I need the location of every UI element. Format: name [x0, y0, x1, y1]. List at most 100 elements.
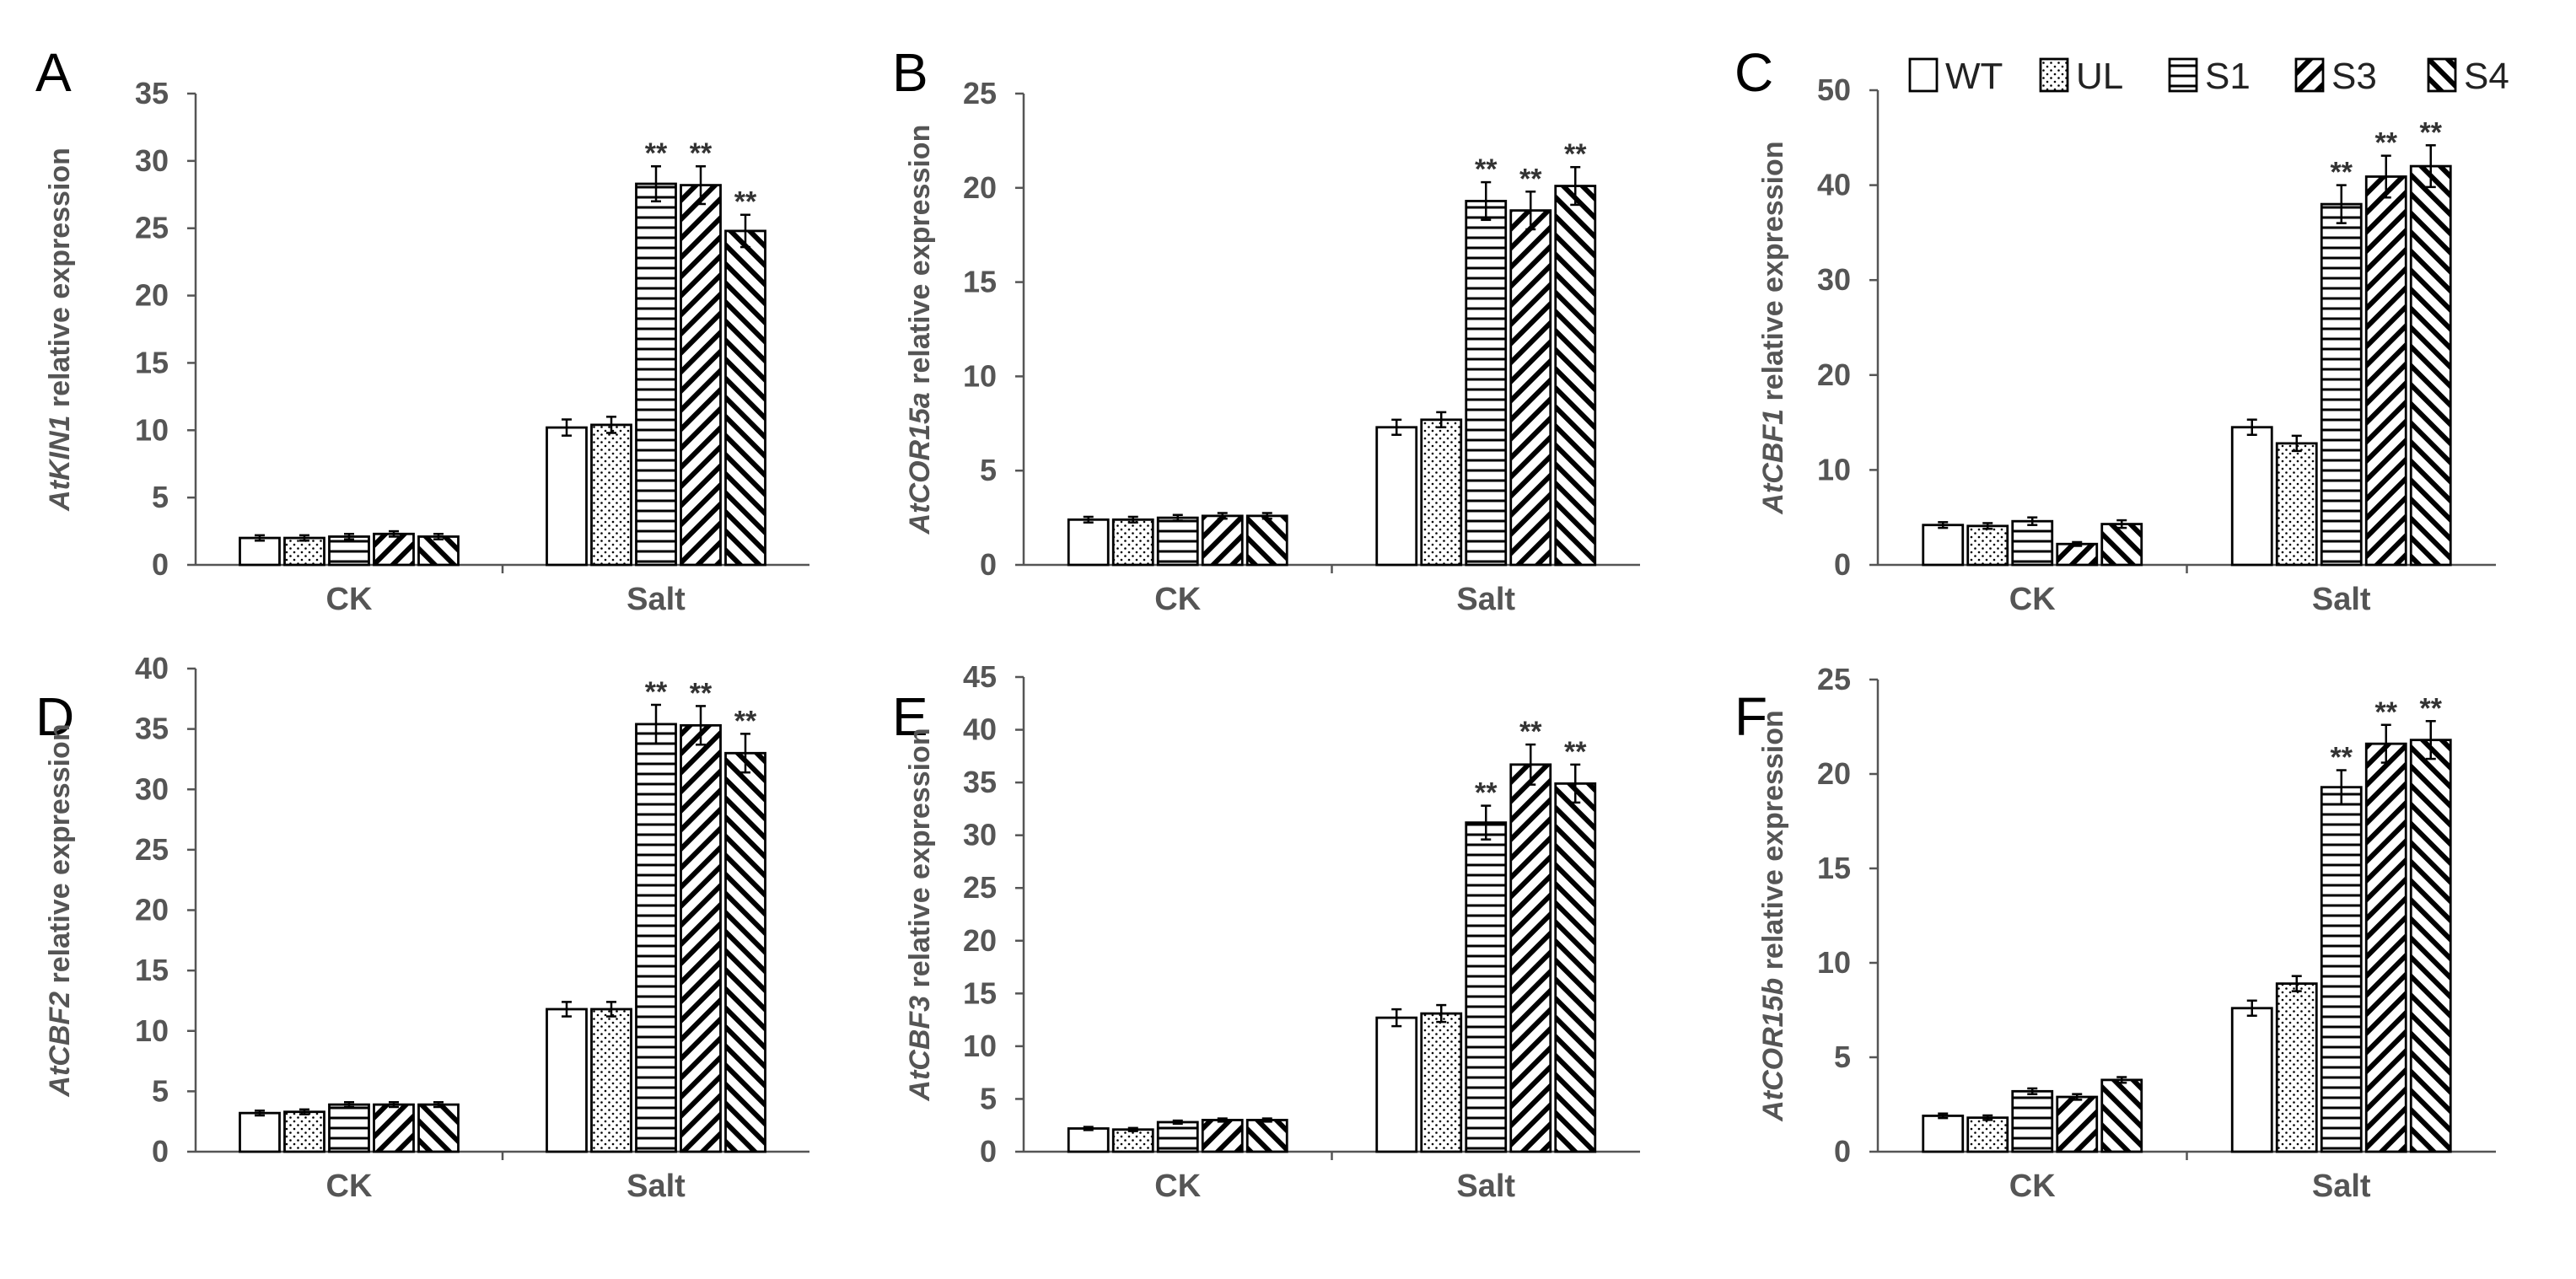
bar-S1-CK [328, 1103, 370, 1153]
y-tick-label: 5 [152, 1073, 169, 1108]
bar-S3-CK [1201, 1119, 1244, 1153]
chart-panel-D: D 0 5 10 15 20 25 30 35 40 AtCBF2 relative express… [35, 651, 809, 1204]
x-category-label: CK [1154, 582, 1201, 617]
y-axis-label-suffix: relative expression [1757, 141, 1789, 409]
y-tick-label: 40 [1817, 168, 1851, 202]
bar-S4-Salt [724, 751, 766, 1153]
y-axis-label: AtCOR15b relative expression [1757, 710, 1789, 1122]
chart-panel-B: B 0 5 10 15 20 25 AtCOR15a relative expression C… [892, 42, 1640, 617]
significance-marker: ** [734, 705, 757, 737]
bar-S4-Salt [1554, 185, 1597, 567]
bar-S4-CK [1245, 1119, 1288, 1153]
bar-UL-CK [283, 536, 325, 567]
y-tick-label: 25 [135, 211, 169, 245]
x-category-label: CK [2009, 1169, 2056, 1204]
x-category-label: CK [1154, 1169, 1201, 1204]
y-axis-label-gene: AtCBF1 [1757, 409, 1789, 515]
bar-UL-Salt [1420, 418, 1463, 567]
y-tick-label: 15 [135, 953, 169, 987]
y-axis-label: AtCOR15a relative expression [904, 125, 936, 535]
bar-WT-Salt [1375, 426, 1418, 567]
y-tick-label: 0 [980, 547, 997, 582]
bar-UL-CK [1111, 518, 1154, 567]
bar-S3-Salt [1509, 763, 1552, 1153]
bar-S1-CK [328, 535, 370, 567]
panel-letter: B [892, 42, 928, 103]
y-tick-label: 20 [963, 170, 997, 205]
bar-S1-Salt [1465, 821, 1508, 1153]
y-tick-label: 30 [963, 818, 997, 852]
x-category-label: Salt [1456, 582, 1515, 617]
bar-S4-Salt [2409, 164, 2452, 567]
y-axis-label-suffix: relative expression [44, 148, 76, 416]
bar-S3-CK [373, 1103, 415, 1153]
y-tick-label: 10 [135, 1013, 169, 1048]
legend-label: UL [2076, 56, 2123, 97]
significance-marker: ** [2420, 116, 2443, 148]
legend-swatch [2039, 57, 2069, 93]
y-axis-label: AtCBF2 relative expression [44, 723, 76, 1097]
significance-marker: ** [645, 137, 668, 169]
y-tick-label: 15 [1817, 851, 1851, 885]
y-tick-label: 30 [1817, 262, 1851, 297]
bar-WT-CK [1067, 1127, 1110, 1153]
y-tick-label: 0 [1834, 1134, 1851, 1169]
y-tick-label: 5 [152, 480, 169, 514]
y-tick-label: 20 [135, 278, 169, 313]
significance-marker: ** [1564, 736, 1587, 768]
x-category-label: Salt [2312, 1169, 2371, 1204]
bar-UL-Salt [2275, 982, 2318, 1153]
panel-letter: E [892, 686, 928, 747]
y-tick-label: 0 [152, 1134, 169, 1169]
bar-UL-Salt [1420, 1012, 1463, 1153]
y-tick-label: 40 [963, 712, 997, 747]
bar-S4-Salt [2409, 739, 2452, 1153]
y-axis-label-gene: AtKIN1 [44, 416, 76, 512]
bar-S1-Salt [2320, 202, 2363, 567]
bar-S4-CK [417, 535, 460, 567]
bar-S3-CK [2056, 1095, 2099, 1153]
legend-label: S4 [2464, 56, 2509, 97]
y-tick-label: 20 [135, 893, 169, 927]
bar-S1-CK [2011, 1089, 2054, 1153]
y-axis-label-gene: AtCBF3 [904, 996, 936, 1102]
bar-WT-CK [1067, 518, 1110, 567]
bar-S3-Salt [2364, 742, 2407, 1153]
bar-UL-Salt [2275, 442, 2318, 567]
bar-WT-CK [239, 536, 281, 567]
bar-S3-CK [2056, 542, 2099, 567]
y-tick-label: 20 [963, 923, 997, 958]
y-tick-label: 15 [135, 345, 169, 379]
bar-UL-Salt [590, 423, 632, 567]
y-tick-label: 20 [1817, 357, 1851, 392]
y-tick-label: 10 [1817, 945, 1851, 980]
x-category-label: Salt [627, 1169, 686, 1204]
legend-swatch [2168, 57, 2198, 93]
chart-panel-C: C 0 10 20 30 40 50 AtCBF1 relative expression CK… [1734, 42, 2496, 617]
bar-WT-CK [239, 1111, 281, 1153]
panel-letter: F [1734, 686, 1767, 747]
bar-UL-Salt [590, 1008, 632, 1153]
significance-marker: ** [1564, 138, 1587, 170]
panel-letter: D [35, 686, 74, 747]
bar-WT-Salt [546, 1008, 588, 1153]
y-tick-label: 25 [963, 76, 997, 110]
y-tick-label: 35 [135, 712, 169, 746]
chart-panel-E: E 0 5 10 15 20 25 30 35 40 45 AtCBF3 relative expre… [892, 659, 1640, 1204]
bar-S4-CK [417, 1103, 460, 1153]
y-tick-label: 35 [963, 765, 997, 799]
bar-WT-Salt [1375, 1016, 1418, 1153]
legend-swatch [2294, 57, 2325, 93]
bar-S3-CK [1201, 514, 1244, 567]
y-tick-label: 30 [135, 771, 169, 806]
significance-marker: ** [2375, 696, 2398, 728]
significance-marker: ** [2420, 692, 2443, 724]
y-axis-label-suffix: relative expression [904, 125, 936, 393]
y-tick-label: 5 [980, 453, 997, 487]
bar-S3-Salt [680, 723, 722, 1153]
legend-item-S4: S4 [2427, 56, 2509, 97]
significance-marker: ** [2331, 157, 2353, 189]
bar-WT-Salt [2230, 1007, 2273, 1153]
y-tick-label: 5 [1834, 1040, 1851, 1074]
